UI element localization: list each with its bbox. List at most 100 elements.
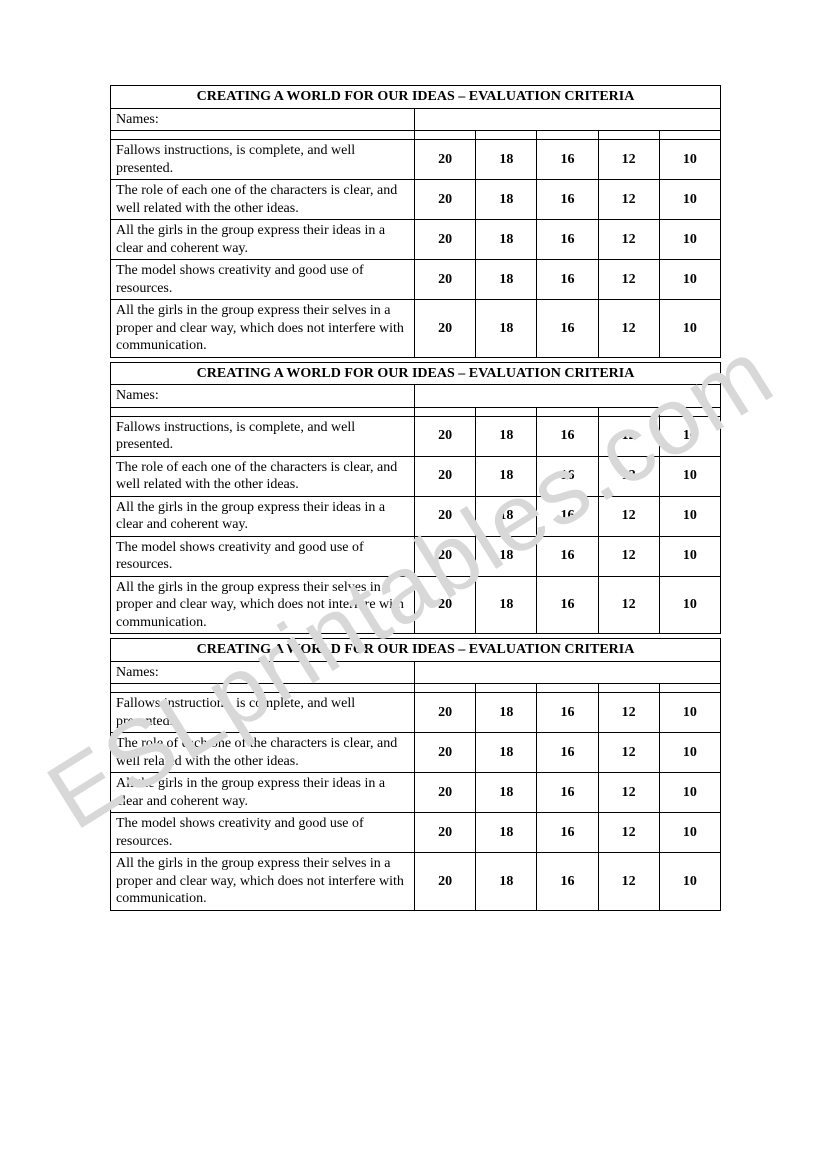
criteria-row: Fallows instructions, is complete, and w… xyxy=(111,693,721,733)
score-cell: 16 xyxy=(537,456,598,496)
criteria-text: All the girls in the group express their… xyxy=(111,300,415,358)
score-cell: 10 xyxy=(659,496,720,536)
score-cell: 20 xyxy=(415,416,476,456)
criteria-text: The model shows creativity and good use … xyxy=(111,813,415,853)
score-cell: 18 xyxy=(476,140,537,180)
score-cell: 12 xyxy=(598,536,659,576)
criteria-text: All the girls in the group express their… xyxy=(111,220,415,260)
score-cell: 18 xyxy=(476,733,537,773)
score-cell: 10 xyxy=(659,773,720,813)
rubric-table-3: CREATING A WORLD FOR OUR IDEAS – EVALUAT… xyxy=(110,638,721,911)
score-cell: 12 xyxy=(598,733,659,773)
score-cell: 10 xyxy=(659,456,720,496)
criteria-row: All the girls in the group express their… xyxy=(111,773,721,813)
score-cell: 16 xyxy=(537,416,598,456)
names-row: Names: xyxy=(111,661,721,684)
score-cell: 16 xyxy=(537,773,598,813)
score-cell: 16 xyxy=(537,536,598,576)
criteria-text: All the girls in the group express their… xyxy=(111,496,415,536)
criteria-text: All the girls in the group express their… xyxy=(111,853,415,911)
rubric-title: CREATING A WORLD FOR OUR IDEAS – EVALUAT… xyxy=(111,639,721,662)
criteria-text: The model shows creativity and good use … xyxy=(111,536,415,576)
spacer-row xyxy=(111,131,721,140)
criteria-text: Fallows instructions, is complete, and w… xyxy=(111,416,415,456)
score-cell: 18 xyxy=(476,456,537,496)
score-cell: 16 xyxy=(537,496,598,536)
title-row: CREATING A WORLD FOR OUR IDEAS – EVALUAT… xyxy=(111,639,721,662)
criteria-row: The model shows creativity and good use … xyxy=(111,260,721,300)
criteria-row: The role of each one of the characters i… xyxy=(111,180,721,220)
score-cell: 18 xyxy=(476,220,537,260)
criteria-text: The role of each one of the characters i… xyxy=(111,456,415,496)
criteria-text: All the girls in the group express their… xyxy=(111,576,415,634)
criteria-row: The model shows creativity and good use … xyxy=(111,536,721,576)
score-cell: 12 xyxy=(598,693,659,733)
score-cell: 10 xyxy=(659,416,720,456)
criteria-row: All the girls in the group express their… xyxy=(111,220,721,260)
criteria-row: All the girls in the group express their… xyxy=(111,496,721,536)
score-cell: 20 xyxy=(415,220,476,260)
score-cell: 16 xyxy=(537,220,598,260)
score-cell: 10 xyxy=(659,180,720,220)
score-cell: 10 xyxy=(659,140,720,180)
score-cell: 16 xyxy=(537,733,598,773)
score-cell: 20 xyxy=(415,260,476,300)
criteria-row: The role of each one of the characters i… xyxy=(111,733,721,773)
rubric-table-1: CREATING A WORLD FOR OUR IDEAS – EVALUAT… xyxy=(110,85,721,358)
score-cell: 12 xyxy=(598,773,659,813)
score-cell: 18 xyxy=(476,496,537,536)
criteria-text: The role of each one of the characters i… xyxy=(111,180,415,220)
names-label: Names: xyxy=(111,108,415,131)
score-cell: 18 xyxy=(476,773,537,813)
score-cell: 18 xyxy=(476,180,537,220)
rubric-table-2: CREATING A WORLD FOR OUR IDEAS – EVALUAT… xyxy=(110,362,721,635)
score-cell: 20 xyxy=(415,536,476,576)
score-cell: 16 xyxy=(537,576,598,634)
score-cell: 20 xyxy=(415,813,476,853)
score-cell: 12 xyxy=(598,576,659,634)
score-cell: 12 xyxy=(598,300,659,358)
rubric-title: CREATING A WORLD FOR OUR IDEAS – EVALUAT… xyxy=(111,362,721,385)
criteria-text: All the girls in the group express their… xyxy=(111,773,415,813)
rubric-title: CREATING A WORLD FOR OUR IDEAS – EVALUAT… xyxy=(111,86,721,109)
spacer-row xyxy=(111,407,721,416)
criteria-text: Fallows instructions, is complete, and w… xyxy=(111,693,415,733)
score-cell: 10 xyxy=(659,733,720,773)
score-cell: 10 xyxy=(659,536,720,576)
title-row: CREATING A WORLD FOR OUR IDEAS – EVALUAT… xyxy=(111,86,721,109)
score-cell: 18 xyxy=(476,260,537,300)
score-cell: 12 xyxy=(598,180,659,220)
criteria-text: Fallows instructions, is complete, and w… xyxy=(111,140,415,180)
names-field xyxy=(415,661,721,684)
score-cell: 12 xyxy=(598,260,659,300)
criteria-row: Fallows instructions, is complete, and w… xyxy=(111,140,721,180)
score-cell: 20 xyxy=(415,773,476,813)
criteria-text: The role of each one of the characters i… xyxy=(111,733,415,773)
score-cell: 18 xyxy=(476,853,537,911)
names-row: Names: xyxy=(111,385,721,408)
score-cell: 10 xyxy=(659,576,720,634)
score-cell: 16 xyxy=(537,180,598,220)
score-cell: 12 xyxy=(598,853,659,911)
names-label: Names: xyxy=(111,385,415,408)
score-cell: 16 xyxy=(537,140,598,180)
score-cell: 20 xyxy=(415,733,476,773)
criteria-row: Fallows instructions, is complete, and w… xyxy=(111,416,721,456)
names-label: Names: xyxy=(111,661,415,684)
score-cell: 16 xyxy=(537,853,598,911)
score-cell: 16 xyxy=(537,693,598,733)
score-cell: 20 xyxy=(415,456,476,496)
score-cell: 10 xyxy=(659,693,720,733)
names-field xyxy=(415,108,721,131)
score-cell: 16 xyxy=(537,260,598,300)
score-cell: 18 xyxy=(476,813,537,853)
score-cell: 10 xyxy=(659,813,720,853)
score-cell: 20 xyxy=(415,576,476,634)
spacer-row xyxy=(111,684,721,693)
score-cell: 12 xyxy=(598,496,659,536)
score-cell: 18 xyxy=(476,300,537,358)
score-cell: 10 xyxy=(659,300,720,358)
score-cell: 18 xyxy=(476,536,537,576)
score-cell: 16 xyxy=(537,813,598,853)
score-cell: 20 xyxy=(415,180,476,220)
